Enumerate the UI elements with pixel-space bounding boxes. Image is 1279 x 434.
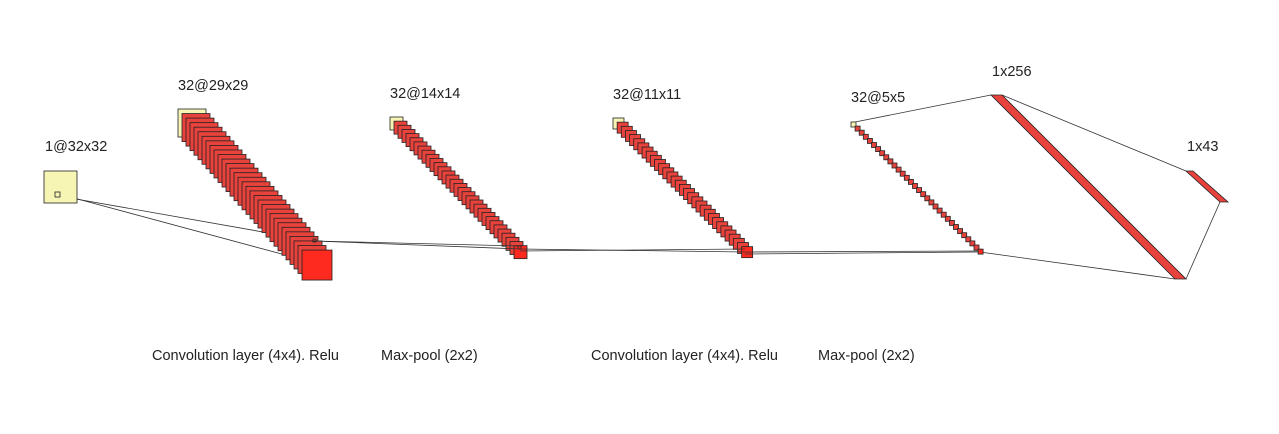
pool2-feature-map <box>940 211 947 218</box>
pool1-feature-map <box>513 245 528 260</box>
fc2-dense-layer <box>1184 170 1230 203</box>
pool2-feature-map <box>973 244 980 251</box>
pool2-feature-map <box>871 142 877 148</box>
layer-label-pool2: 32@5x5 <box>851 90 905 106</box>
operation-label-pool1: Max-pool (2x2) <box>381 348 478 364</box>
pool2-feature-map <box>965 236 972 243</box>
connection-pool1-conv2 <box>519 248 746 253</box>
layer-label-input: 1@32x32 <box>45 139 107 155</box>
pool2-feature-map <box>936 207 943 214</box>
pool2-feature-map <box>957 228 963 235</box>
pool2-feature-map <box>928 199 935 206</box>
pool2-feature-map <box>908 178 914 185</box>
pool2-feature-map <box>912 183 918 189</box>
pool2-feature-map <box>899 170 906 177</box>
input-kernel-window <box>54 191 61 198</box>
pool2-feature-map <box>858 129 865 136</box>
pool2-feature-map <box>953 224 959 230</box>
pool2-feature-map <box>854 125 861 132</box>
connection-conv1-pool1 <box>313 240 521 247</box>
pool2-feature-map <box>879 150 886 157</box>
pool2-feature-map <box>883 154 890 161</box>
connection-lines <box>58 94 1221 280</box>
connection-conv1-pool1 <box>313 240 521 250</box>
pool2-feature-map <box>887 158 894 165</box>
connection-conv2-pool2 <box>744 251 979 255</box>
connection-conv2-pool2 <box>744 250 979 253</box>
pool2-feature-map <box>867 137 873 144</box>
pool2-feature-map <box>977 248 984 255</box>
connection-fc1-fc2 <box>1001 94 1187 172</box>
pool2-feature-map <box>969 240 976 247</box>
layer-label-fc1: 1x256 <box>992 64 1032 80</box>
layer-label-conv1: 32@29x29 <box>178 78 248 94</box>
connection-pool1-conv2 <box>519 248 746 252</box>
fc1-dense-layer <box>990 94 1187 280</box>
operation-label-conv2: Convolution layer (4x4). Relu <box>591 348 778 364</box>
pool2-feature-map <box>895 166 902 173</box>
pool2-feature-map <box>944 215 951 222</box>
layer-label-conv2: 32@11x11 <box>613 87 681 103</box>
conv1-kernel-window <box>312 238 317 243</box>
connection-pool2-fc1 <box>979 251 1176 280</box>
connection-pool2-fc1 <box>854 94 992 123</box>
pool2-feature-map <box>924 195 931 202</box>
connection-input-conv1 <box>58 193 305 261</box>
operation-label-conv1: Convolution layer (4x4). Relu <box>152 348 339 364</box>
pool2-feature-map <box>903 174 910 181</box>
pool2-feature-map <box>850 121 857 128</box>
pool2-feature-map <box>961 232 968 239</box>
pool2-feature-map <box>949 219 955 226</box>
pool2-feature-map <box>862 133 869 140</box>
conv1-feature-map <box>301 249 333 281</box>
pool2-feature-map <box>932 203 939 210</box>
connection-fc1-fc2 <box>1185 201 1221 280</box>
pool2-feature-map <box>920 191 927 198</box>
pool2-feature-map <box>891 162 898 169</box>
pool2-feature-map <box>916 187 922 194</box>
pool2-feature-map <box>875 146 881 153</box>
input-image <box>43 170 78 204</box>
kernel-connection-lines <box>312 238 979 255</box>
operation-label-pool2: Max-pool (2x2) <box>818 348 915 364</box>
layer-label-pool1: 32@14x14 <box>390 86 460 102</box>
layer-label-fc2: 1x43 <box>1187 139 1218 155</box>
feature-maps <box>43 94 1230 281</box>
